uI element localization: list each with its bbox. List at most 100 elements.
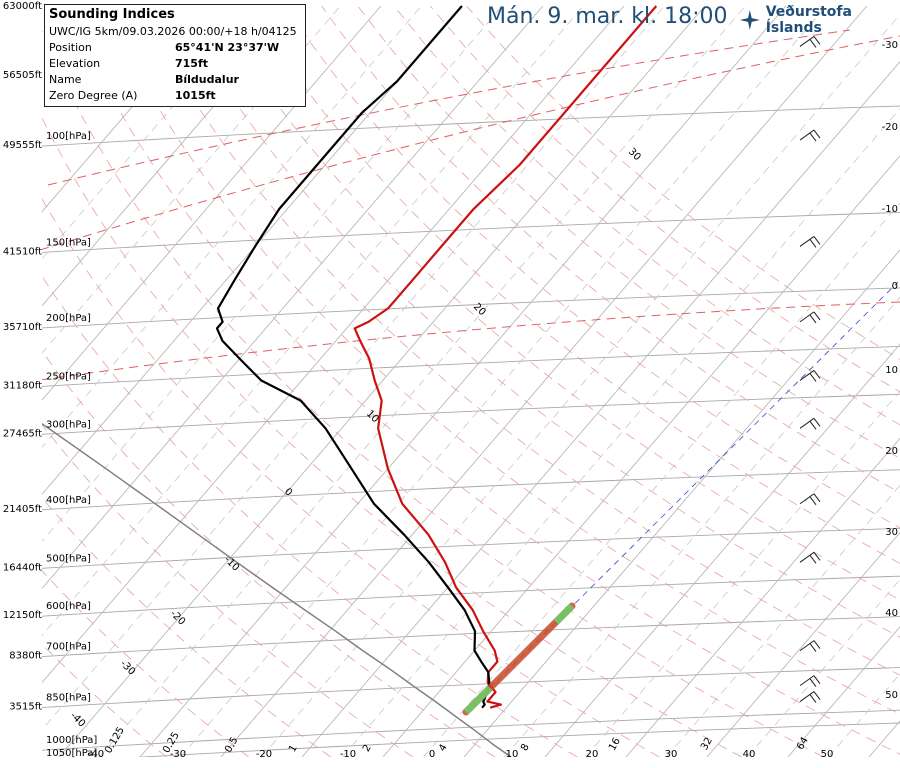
mixing-ratio-line — [42, 5, 422, 448]
wind-barb-flag — [809, 678, 817, 687]
isotherm-line — [301, 60, 900, 757]
pressure-label: 400[hPa] — [46, 495, 91, 506]
temperature-tick: -40 — [88, 749, 104, 760]
wind-barb — [799, 691, 821, 703]
dewpoint-profile — [215, 5, 491, 709]
altitude-label: 31180ft — [3, 380, 42, 391]
wind-barb-flag — [813, 493, 821, 503]
isotherm-line — [42, 5, 544, 590]
dry-adiabat — [103, 5, 900, 715]
header-title: Mán. 9. mar. kl. 18:00 — [487, 4, 728, 29]
pressure-label: 200[hPa] — [46, 313, 91, 324]
info-row: Position 65°41'N 23°37'W — [49, 40, 301, 56]
wind-barb — [799, 236, 821, 248]
wind-barb-flag — [809, 132, 817, 142]
isotherm-line — [463, 249, 900, 757]
right-axis-label: -10 — [882, 204, 898, 215]
skewt-profiles — [42, 5, 658, 757]
isotherm-line — [220, 5, 868, 757]
right-axis-label: 10 — [885, 365, 898, 376]
isotherm-line — [58, 5, 706, 757]
mixing-ratio-tick: 4 — [437, 742, 450, 753]
altitude-label: 12150ft — [3, 610, 42, 621]
temperature-tick: -10 — [340, 749, 356, 760]
info-value: Bíldudalur — [175, 73, 239, 86]
mixing-ratio-line — [99, 5, 746, 757]
isotherm-line — [42, 5, 220, 213]
isotherm-line — [42, 5, 463, 495]
temperature-tick: 10 — [506, 749, 519, 760]
wind-barb-flag — [809, 373, 817, 382]
dry-adiabat — [466, 5, 900, 360]
mixing-ratio-tick: 0.125 — [103, 725, 127, 755]
pressure-label: 500[hPa] — [46, 553, 91, 564]
mixing-ratio-tick: 1 — [287, 743, 300, 754]
dry-adiabat — [42, 424, 414, 757]
wind-barb-shaft — [799, 236, 815, 247]
mixing-ratio-line — [585, 390, 900, 757]
wind-barb-flag — [813, 36, 821, 45]
temperature-tick: 30 — [665, 749, 678, 760]
right-axis-label: 20 — [885, 446, 898, 457]
info-row: Elevation 715ft — [49, 56, 301, 72]
dry-adiabat — [140, 5, 900, 676]
wind-barb-flag — [813, 370, 821, 379]
wind-barb — [799, 493, 821, 506]
right-axis-label: 30 — [885, 527, 898, 538]
altitude-label: 21405ft — [3, 504, 42, 515]
isobar-line — [42, 346, 900, 387]
wind-barb — [799, 36, 821, 48]
info-row: Name Bíldudalur — [49, 72, 301, 88]
pressure-label: 700[hPa] — [46, 642, 91, 653]
wind-barb-flag — [813, 417, 821, 427]
mixing-ratio-line — [666, 484, 900, 757]
temperature-tick: 0 — [429, 749, 435, 760]
wind-barb — [799, 417, 821, 430]
info-label: Position — [49, 41, 92, 54]
isotherm-label: 0 — [282, 486, 294, 498]
wind-barb-flag — [809, 39, 817, 48]
wind-barb-shaft — [799, 493, 815, 505]
wind-barb-flag — [813, 311, 821, 321]
dry-adiabat — [176, 5, 900, 638]
brand-logo: Veðurstofa Íslands — [738, 4, 900, 36]
pressure-label: 850[hPa] — [46, 693, 91, 704]
isobar-line — [42, 211, 900, 253]
isotherm-line — [625, 437, 900, 757]
right-axis-label: 50 — [885, 690, 898, 701]
wind-barb-flag — [813, 129, 821, 139]
cape-band-end — [553, 603, 575, 625]
isotherm-line — [382, 155, 900, 757]
reference-curve — [42, 35, 900, 250]
cape-band-start — [463, 685, 493, 715]
mixing-ratio-tick: 8 — [519, 742, 532, 753]
altitude-label: 56505ft — [3, 70, 42, 81]
temperature-tick: 20 — [586, 749, 599, 760]
isotherm-line — [42, 5, 301, 307]
altitude-label: 16440ft — [3, 562, 42, 573]
sounding-indices-panel: Sounding Indices UWC/IG 5km/09.03.2026 0… — [44, 4, 306, 107]
mixing-ratio-line — [42, 5, 503, 542]
pressure-label: 250[hPa] — [46, 371, 91, 382]
wind-barb-flag — [809, 420, 817, 430]
pressure-label: 150[hPa] — [46, 237, 91, 248]
wind-barb-flag — [813, 640, 821, 649]
wind-barb-flag — [813, 675, 821, 684]
info-label: Zero Degree (A) — [49, 89, 138, 102]
isobar-line — [42, 575, 900, 617]
info-row: Zero Degree (A) 1015ft — [49, 88, 301, 104]
mixing-ratio-line — [423, 202, 900, 757]
mixing-ratio-line — [42, 5, 665, 731]
dry-adiabat — [285, 5, 900, 529]
isotherm-label: -30 — [118, 658, 137, 677]
altitude-label: 41510ft — [3, 246, 42, 257]
wind-barb-flag — [809, 694, 817, 703]
dry-adiabat — [42, 570, 249, 757]
altitude-label: 27465ft — [3, 428, 42, 439]
dry-adiabat — [67, 5, 900, 755]
dry-adiabat — [42, 275, 578, 757]
isobar-line — [42, 616, 900, 658]
isotherm-line — [787, 626, 900, 757]
right-axis-label: -20 — [882, 122, 898, 133]
pressure-label: 600[hPa] — [46, 601, 91, 612]
